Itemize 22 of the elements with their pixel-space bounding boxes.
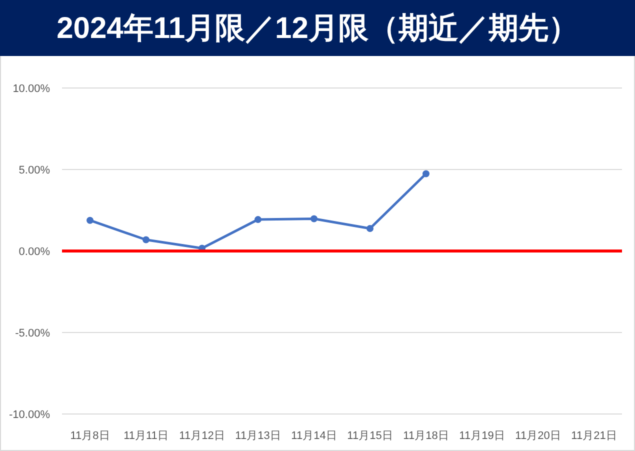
point [422, 170, 430, 178]
x-tick-label: 11月21日 [571, 430, 617, 442]
x-tick-label: 11月15日 [347, 430, 393, 442]
y-tick-label: 10.00% [12, 83, 50, 95]
x-tick-label: 11月8日 [70, 430, 110, 442]
chart-title: 2024年11月限／12月限（期近／期先） [56, 12, 578, 45]
x-tick-label: 11月20日 [515, 430, 561, 442]
y-tick-label: -10.00% [9, 409, 50, 421]
point [86, 216, 94, 224]
y-tick-label: 5.00% [18, 164, 50, 176]
y-tick-label: -5.00% [15, 328, 50, 340]
x-tick-label: 11月14日 [291, 430, 337, 442]
x-tick-label: 11月19日 [459, 430, 505, 442]
point [254, 216, 262, 224]
point [310, 215, 318, 222]
x-tick-label: 11月12日 [179, 430, 225, 442]
x-tick-label: 11月13日 [235, 430, 281, 442]
point [142, 236, 150, 244]
y-tick-label: 0.00% [18, 246, 50, 258]
x-tick-label: 11月11日 [124, 430, 168, 442]
point [366, 225, 374, 232]
x-tick-label: 11月18日 [403, 430, 449, 442]
